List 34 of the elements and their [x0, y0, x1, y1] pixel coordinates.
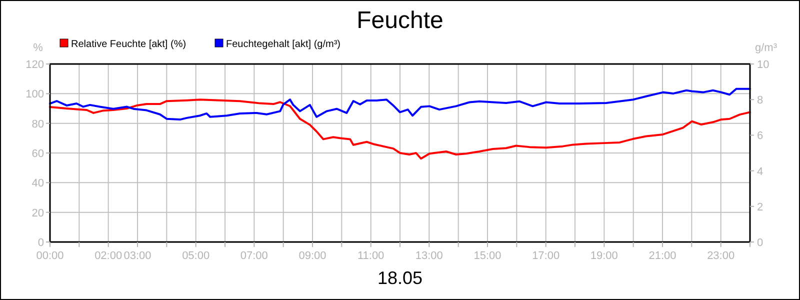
x-tick-label: 23:00	[707, 250, 735, 262]
x-tick-label: 03:00	[124, 250, 152, 262]
y2-tick-label: 10	[757, 59, 770, 71]
y-tick-label: 120	[26, 59, 44, 71]
y-tick-label: 60	[32, 148, 44, 160]
y-axis-title: %	[33, 42, 44, 54]
x-tick-label: 05:00	[182, 250, 210, 262]
y2-tick-label: 2	[757, 201, 764, 214]
y-tick-label: 80	[32, 118, 44, 130]
x-tick-label: 02:00	[94, 250, 122, 262]
line-series	[49, 98, 751, 160]
x-tick-label: 15:00	[474, 250, 502, 262]
x-tick-label: 00:00	[36, 250, 64, 262]
y-tick-label: 100	[26, 88, 44, 101]
y-tick-label: 40	[32, 178, 44, 190]
x-tick-label: 13:00	[415, 250, 443, 262]
y2-axis-title: g/m³	[755, 42, 778, 54]
chart-title: Feuchte	[356, 7, 444, 34]
line-series	[49, 88, 751, 121]
legend-label: Feuchtegehalt [akt] (g/m³)	[226, 39, 340, 50]
y-tick-label: 0	[38, 237, 44, 249]
y-tick-label: 20	[32, 207, 44, 220]
y2-tick-label: 6	[757, 130, 764, 142]
x-axis-title: 18.05	[377, 268, 423, 288]
x-tick-label: 17:00	[532, 250, 560, 262]
x-tick-label: 09:00	[298, 250, 326, 262]
legend-label: Relative Feuchte [akt] (%)	[71, 39, 186, 50]
y2-tick-label: 0	[757, 237, 764, 249]
y2-tick-label: 8	[757, 94, 764, 107]
x-tick-label: 21:00	[648, 250, 676, 262]
y2-tick-label: 4	[757, 166, 764, 178]
x-tick-label: 11:00	[357, 250, 384, 262]
x-tick-label: 07:00	[240, 250, 268, 262]
x-tick-label: 19:00	[590, 250, 618, 262]
